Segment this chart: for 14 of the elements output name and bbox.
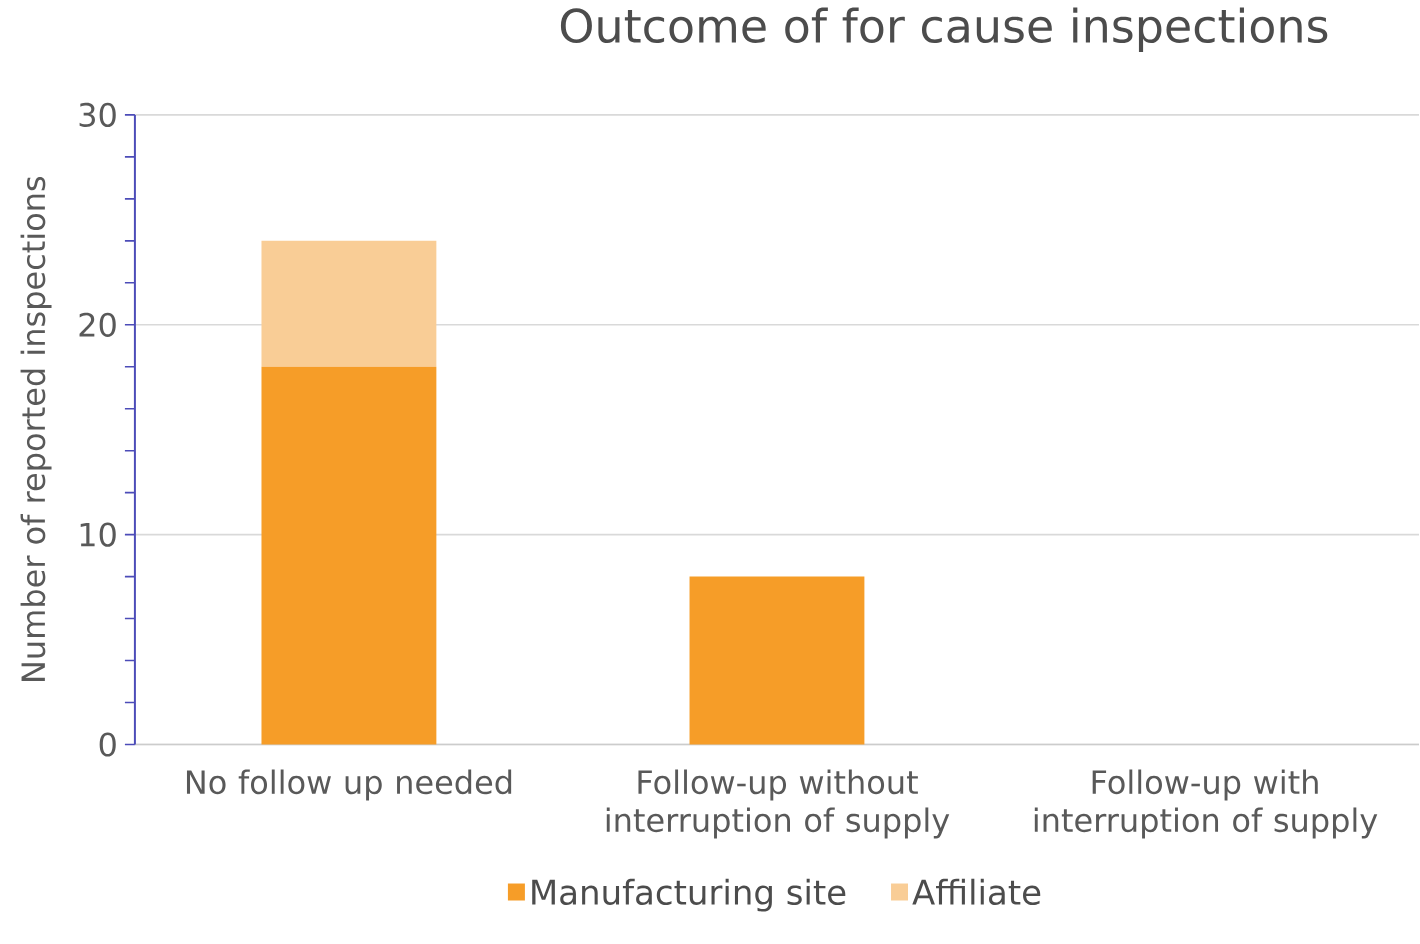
y-axis-title: Number of reported inspections	[20, 176, 52, 681]
legend-label: Manufacturing site	[532, 878, 846, 912]
x-tick-label: Follow-up without interruption of supply	[606, 769, 950, 839]
y-tick-label: 30	[79, 102, 116, 127]
bar	[261, 366, 437, 745]
bar	[261, 240, 437, 367]
x-tick-label: No follow up needed	[186, 769, 512, 801]
y-tick-label: 10	[80, 522, 116, 547]
legend-label: Affiliate	[912, 878, 1041, 905]
y-tick-label: 20	[79, 312, 116, 337]
chart-title: Outcome of for cause inspections	[560, 7, 1328, 52]
bar	[689, 576, 865, 745]
x-tick-label: Follow-up with interruption of supply	[1034, 769, 1378, 839]
y-tick-label: 0	[99, 732, 116, 757]
